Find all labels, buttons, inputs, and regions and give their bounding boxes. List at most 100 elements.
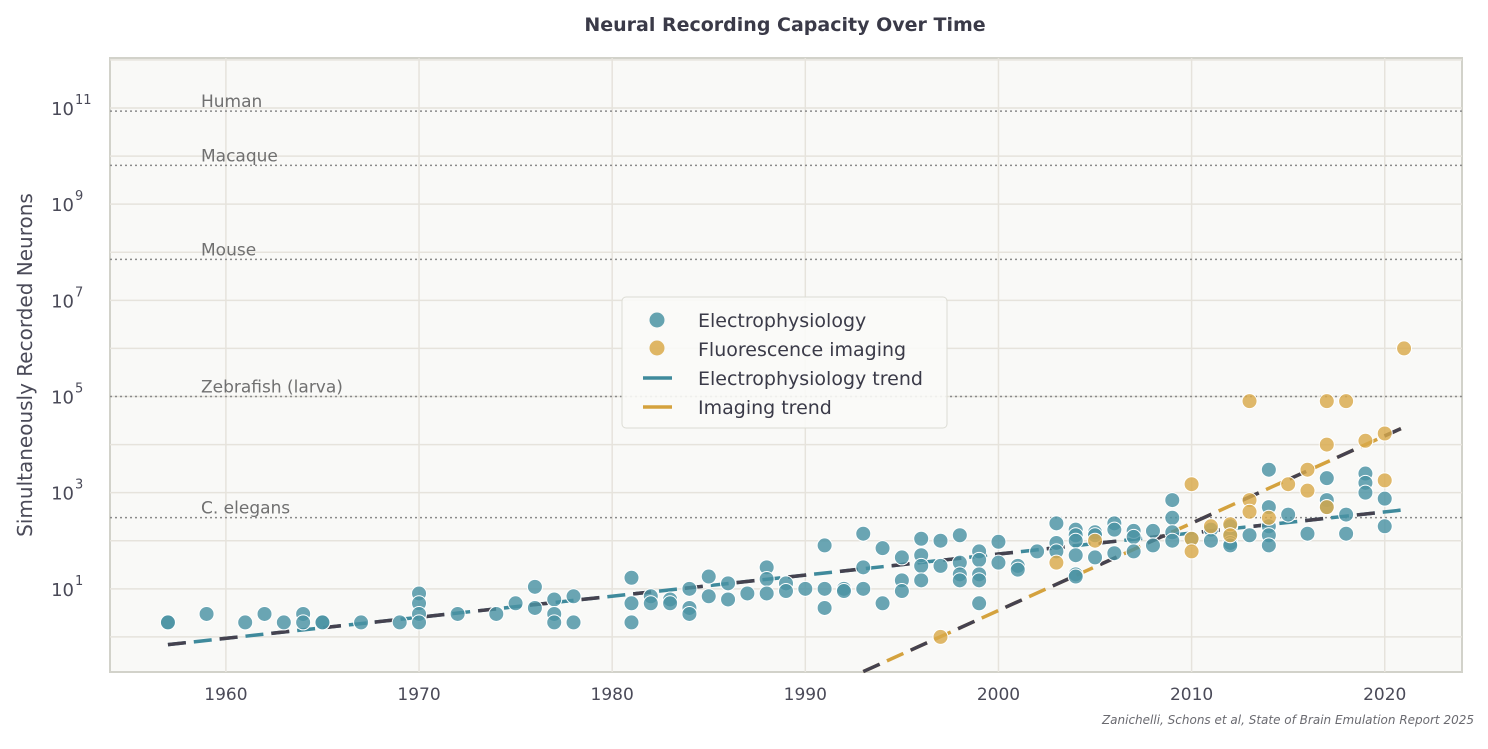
reference-label: C. elegans: [201, 499, 290, 519]
electrophysiology-point: [855, 525, 872, 542]
legend-marker-electrophysiology: [649, 312, 665, 328]
imaging-point: [1396, 340, 1413, 357]
electrophysiology-point: [1164, 532, 1181, 549]
legend-label-imaging: Fluorescence imaging: [698, 339, 906, 361]
electrophysiology-point: [507, 595, 524, 612]
electrophysiology-point: [1106, 521, 1123, 538]
y-tick-base: 10: [51, 99, 74, 120]
electrophysiology-point: [546, 591, 563, 608]
electrophysiology-point: [1125, 543, 1142, 560]
electrophysiology-point: [874, 540, 891, 557]
electrophysiology-point: [1087, 549, 1104, 566]
electrophysiology-point: [816, 580, 833, 597]
electrophysiology-point: [1357, 484, 1374, 501]
electrophysiology-point: [1048, 515, 1065, 532]
electrophysiology-point: [758, 571, 775, 588]
electrophysiology-point: [353, 614, 370, 631]
imaging-point: [1318, 393, 1335, 410]
electrophysiology-point: [565, 614, 582, 631]
electrophysiology-point: [1280, 506, 1297, 523]
electrophysiology-point: [1202, 532, 1219, 549]
y-tick-label: 10 3: [51, 478, 83, 505]
electrophysiology-point: [874, 595, 891, 612]
electrophysiology-point: [971, 551, 988, 568]
imaging-point: [1338, 393, 1355, 410]
electrophysiology-point: [1144, 537, 1161, 554]
legend-marker-imaging: [649, 340, 665, 356]
electrophysiology-point: [1067, 547, 1084, 564]
electrophysiology-point: [1067, 568, 1084, 585]
electrophysiology-point: [913, 530, 930, 547]
imaging-point: [1048, 554, 1065, 571]
electrophysiology-point: [951, 527, 968, 544]
electrophysiology-point: [913, 572, 930, 589]
electrophysiology-point: [990, 554, 1007, 571]
imaging-point: [1299, 461, 1316, 478]
imaging-point: [1376, 425, 1393, 442]
electrophysiology-point: [237, 614, 254, 631]
electrophysiology-point: [855, 559, 872, 576]
x-tick-label: 2010: [1170, 685, 1213, 705]
y-tick-base: 10: [51, 580, 74, 601]
legend: Electrophysiology Fluorescence imaging E…: [621, 296, 948, 429]
x-tick-label: 1990: [784, 685, 827, 705]
electrophysiology-point: [971, 595, 988, 612]
imaging-point: [1202, 518, 1219, 535]
electrophysiology-point: [1299, 525, 1316, 542]
electrophysiology-point: [932, 532, 949, 549]
electrophysiology-point: [256, 605, 273, 622]
reference-lines: Human Macaque Mouse Zebrafish (larva) C. ele…: [110, 92, 1462, 519]
reference-label: Macaque: [201, 146, 278, 166]
reference-label: Mouse: [201, 240, 256, 260]
imaging-point: [1376, 472, 1393, 489]
y-tick-label: 10 9: [51, 189, 83, 216]
electrophysiology-point: [198, 605, 215, 622]
legend-label-electrophysiology: Electrophysiology: [698, 310, 866, 332]
electrophysiology-point: [1164, 509, 1181, 526]
imaging-point: [1299, 482, 1316, 499]
electrophysiology-point: [1144, 522, 1161, 539]
electrophysiology-point: [159, 614, 176, 631]
electrophysiology-point: [720, 591, 737, 608]
y-tick-exponent: 7: [75, 285, 83, 300]
electrophysiology-point: [1106, 545, 1123, 562]
electrophysiology-point: [1338, 525, 1355, 542]
y-tick-label: 10 5: [51, 381, 83, 408]
imaging-point: [1241, 393, 1258, 410]
electrophysiology-point: [681, 580, 698, 597]
x-ticks: 1960 1970 1980 1990 2000 2010 2020: [204, 685, 1406, 705]
imaging-point: [1318, 436, 1335, 453]
imaging-point: [1280, 476, 1297, 493]
electrophysiology-point: [1029, 543, 1046, 560]
electrophysiology-point: [932, 557, 949, 574]
y-tick-exponent: 11: [75, 93, 92, 108]
reference-label: Zebrafish (larva): [201, 377, 343, 397]
electrophysiology-point: [797, 580, 814, 597]
x-tick-label: 1970: [397, 685, 440, 705]
imaging-point: [1241, 503, 1258, 520]
y-axis-label: Simultaneously Recorded Neurons: [13, 193, 37, 537]
electrophysiology-point: [391, 614, 408, 631]
reference-label: Human: [201, 92, 262, 112]
x-tick-label: 1960: [204, 685, 247, 705]
electrophysiology-point: [295, 614, 312, 631]
electrophysiology-point: [526, 599, 543, 616]
imaging-point: [1222, 527, 1239, 544]
imaging-point: [1087, 532, 1104, 549]
electrophysiology-point: [662, 595, 679, 612]
imaging-point: [932, 628, 949, 645]
electrophysiology-point: [758, 585, 775, 602]
imaging-point: [1183, 543, 1200, 560]
y-tick-base: 10: [51, 291, 74, 312]
imaging-point: [1183, 476, 1200, 493]
footnote: Zanichelli, Schons et al, State of Brain…: [1101, 713, 1474, 727]
electrophysiology-point: [275, 614, 292, 631]
y-tick-exponent: 5: [75, 381, 83, 396]
electrophysiology-point: [449, 605, 466, 622]
imaging-point: [1260, 509, 1277, 526]
x-tick-label: 2000: [977, 685, 1020, 705]
y-tick-label: 10 11: [51, 93, 91, 120]
electrophysiology-point: [913, 557, 930, 574]
electrophysiology-point: [893, 549, 910, 566]
